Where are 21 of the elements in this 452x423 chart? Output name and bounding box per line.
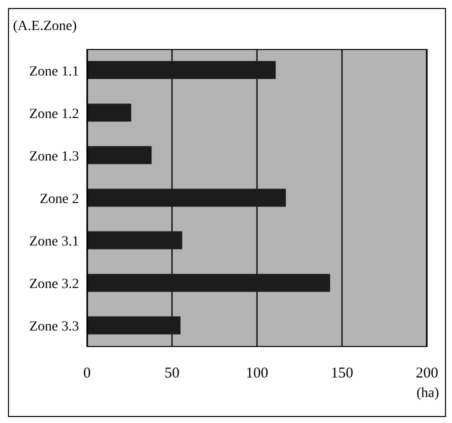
bar xyxy=(87,146,152,164)
bar xyxy=(87,274,330,292)
x-tick-label: 100 xyxy=(246,366,268,382)
x-tick-label: 50 xyxy=(164,366,180,382)
x-tick-label: 0 xyxy=(83,366,91,382)
bar xyxy=(87,231,182,250)
y-axis-title: (A.E.Zone) xyxy=(13,19,77,35)
y-tick-label: Zone 2 xyxy=(40,192,79,207)
bar xyxy=(87,61,276,79)
y-tick-label: Zone 3.3 xyxy=(29,320,79,335)
y-tick-label: Zone 3.2 xyxy=(29,277,79,292)
y-tick-label: Zone 1.1 xyxy=(29,64,79,80)
y-tick-label: Zone 1.2 xyxy=(29,106,79,122)
y-tick-label: Zone 3.1 xyxy=(29,234,79,250)
bar xyxy=(87,104,132,122)
y-tick-label: Zone 1.3 xyxy=(29,149,79,164)
bar xyxy=(87,188,286,207)
x-tick-label: 150 xyxy=(330,366,354,382)
x-axis-title: (ha) xyxy=(416,386,439,402)
x-tick-label: 200 xyxy=(416,366,438,382)
bar xyxy=(87,316,180,334)
